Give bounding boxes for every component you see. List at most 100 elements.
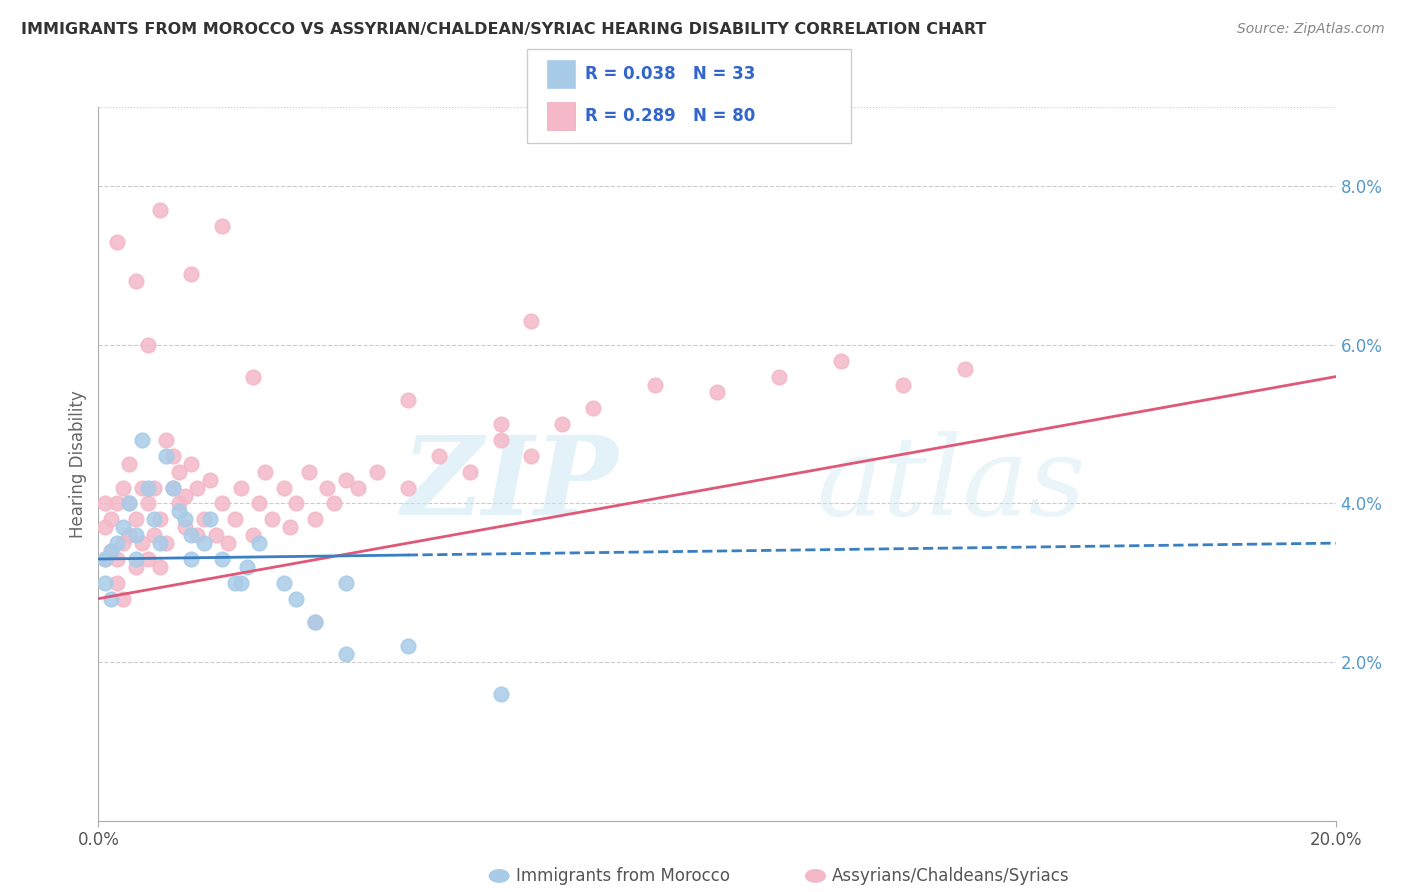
Text: ZIP: ZIP bbox=[402, 432, 619, 539]
Point bbox=[551, 417, 574, 432]
Point bbox=[247, 496, 270, 510]
Point bbox=[242, 528, 264, 542]
Point bbox=[489, 417, 512, 432]
Point bbox=[124, 275, 146, 289]
Point bbox=[217, 536, 239, 550]
Point bbox=[93, 496, 115, 510]
Point bbox=[149, 560, 172, 574]
Text: IMMIGRANTS FROM MOROCCO VS ASSYRIAN/CHALDEAN/SYRIAC HEARING DISABILITY CORRELATI: IMMIGRANTS FROM MOROCCO VS ASSYRIAN/CHAL… bbox=[21, 22, 987, 37]
Point bbox=[155, 449, 177, 463]
Point bbox=[322, 496, 344, 510]
Point bbox=[93, 552, 115, 566]
Point bbox=[211, 219, 233, 233]
Point bbox=[149, 536, 172, 550]
Point bbox=[273, 481, 295, 495]
Point bbox=[186, 481, 208, 495]
Point bbox=[396, 639, 419, 653]
Point bbox=[489, 433, 512, 447]
Point bbox=[105, 552, 128, 566]
Point bbox=[105, 235, 128, 249]
Point bbox=[830, 353, 852, 368]
Point bbox=[105, 536, 128, 550]
Point bbox=[285, 591, 308, 606]
Point bbox=[316, 481, 339, 495]
Point bbox=[93, 575, 115, 590]
Point bbox=[891, 377, 914, 392]
Point bbox=[396, 481, 419, 495]
Point bbox=[198, 512, 221, 526]
Point bbox=[118, 528, 141, 542]
Point bbox=[131, 536, 153, 550]
Text: Assyrians/Chaldeans/Syriacs: Assyrians/Chaldeans/Syriacs bbox=[832, 867, 1070, 885]
Point bbox=[304, 615, 326, 630]
Point bbox=[335, 647, 357, 661]
Point bbox=[224, 512, 246, 526]
Point bbox=[520, 314, 543, 328]
Point bbox=[131, 481, 153, 495]
Point bbox=[124, 528, 146, 542]
Point bbox=[193, 512, 215, 526]
Point bbox=[335, 575, 357, 590]
Point bbox=[247, 536, 270, 550]
Point bbox=[304, 512, 326, 526]
Point bbox=[180, 552, 202, 566]
Point bbox=[211, 552, 233, 566]
Point bbox=[335, 473, 357, 487]
Point bbox=[136, 496, 159, 510]
Point bbox=[167, 496, 190, 510]
Point bbox=[180, 267, 202, 281]
Text: R = 0.038   N = 33: R = 0.038 N = 33 bbox=[585, 65, 755, 83]
Point bbox=[100, 591, 122, 606]
Point bbox=[143, 481, 166, 495]
Point bbox=[229, 575, 252, 590]
Point bbox=[167, 465, 190, 479]
Point bbox=[155, 536, 177, 550]
Point bbox=[211, 496, 233, 510]
Text: atlas: atlas bbox=[815, 432, 1085, 539]
Point bbox=[427, 449, 450, 463]
Point bbox=[242, 369, 264, 384]
Point bbox=[285, 496, 308, 510]
Point bbox=[162, 481, 184, 495]
Point bbox=[489, 687, 512, 701]
Point bbox=[273, 575, 295, 590]
Point bbox=[180, 528, 202, 542]
Point bbox=[162, 449, 184, 463]
Point bbox=[304, 615, 326, 630]
Point bbox=[143, 512, 166, 526]
Point bbox=[105, 575, 128, 590]
Point bbox=[278, 520, 301, 534]
Point bbox=[143, 528, 166, 542]
Point bbox=[167, 504, 190, 518]
Point bbox=[174, 512, 197, 526]
Point bbox=[205, 528, 228, 542]
Point bbox=[396, 393, 419, 408]
Point bbox=[118, 496, 141, 510]
Point bbox=[112, 520, 135, 534]
Point bbox=[260, 512, 283, 526]
Point bbox=[186, 528, 208, 542]
Point bbox=[93, 552, 115, 566]
Point bbox=[124, 552, 146, 566]
Point bbox=[174, 520, 197, 534]
Point bbox=[254, 465, 277, 479]
Point bbox=[100, 544, 122, 558]
Text: Source: ZipAtlas.com: Source: ZipAtlas.com bbox=[1237, 22, 1385, 37]
Text: Immigrants from Morocco: Immigrants from Morocco bbox=[516, 867, 730, 885]
Point bbox=[458, 465, 481, 479]
Point bbox=[105, 496, 128, 510]
Point bbox=[644, 377, 666, 392]
Point bbox=[149, 203, 172, 218]
Point bbox=[582, 401, 605, 416]
Point bbox=[193, 536, 215, 550]
Point bbox=[149, 512, 172, 526]
Point bbox=[174, 489, 197, 503]
Point bbox=[706, 385, 728, 400]
Point bbox=[136, 552, 159, 566]
Point bbox=[118, 496, 141, 510]
Point bbox=[118, 457, 141, 471]
Point bbox=[180, 457, 202, 471]
Point bbox=[298, 465, 321, 479]
Point bbox=[100, 512, 122, 526]
Point bbox=[953, 361, 976, 376]
